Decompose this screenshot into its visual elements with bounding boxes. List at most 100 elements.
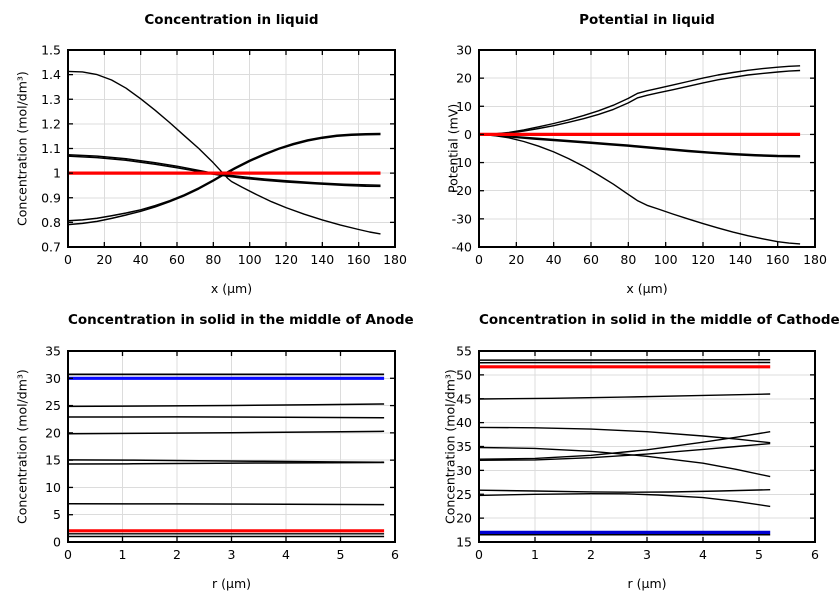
series-curve-4: [478, 133, 801, 245]
x-tick-label: 180: [803, 252, 827, 267]
x-tick-label: 20: [96, 252, 112, 267]
plot-potential-in-liquid: Potential in liquid Potential (mV) 0 20 40…: [420, 0, 840, 300]
x-tick-label: 0: [64, 252, 72, 267]
x-axis-label: x (µm): [626, 281, 668, 296]
plot-title: Potential in liquid: [579, 12, 715, 28]
series-curve-3: [67, 132, 381, 222]
series-curve-2: [478, 133, 801, 157]
y-tick-label: 0.9: [41, 190, 61, 205]
x-tick-label: 1: [531, 547, 539, 562]
x-tick-label: 60: [583, 252, 599, 267]
series-curve-2: [478, 393, 771, 400]
plot-title: Concentration in liquid: [144, 12, 319, 28]
x-tick-label: 40: [546, 252, 562, 267]
x-tick-label: 0: [64, 547, 72, 562]
x-tick-label: 3: [643, 547, 651, 562]
y-tick-label: 1.1: [41, 141, 61, 156]
y-tick-label: 1.4: [41, 67, 61, 82]
x-tick-label: 0: [475, 547, 483, 562]
y-tick-label: 25: [456, 487, 472, 502]
x-tick-label: 40: [133, 252, 149, 267]
y-tick-label: 15: [456, 535, 472, 550]
y-tick-label: 5: [53, 507, 61, 522]
x-tick-label: 0: [475, 252, 483, 267]
y-tick-label: 10: [45, 480, 61, 495]
series-curve-2: [67, 155, 381, 188]
series-curve-6: [478, 442, 771, 461]
series-curve-2: [67, 416, 385, 419]
series-curve-8: [478, 492, 771, 508]
plot-concentration-in-liquid: Concentration in liquid Concentration (m…: [0, 0, 420, 300]
y-tick-label: 50: [456, 367, 472, 382]
series-curve-3: [478, 133, 801, 158]
x-tick-label: 4: [699, 547, 707, 562]
y-tick-label: 30: [45, 371, 61, 386]
y-tick-label: -40: [452, 240, 472, 255]
x-tick-label: 2: [587, 547, 595, 562]
plot-concentration-solid-anode: Concentration in solid in the middle of …: [0, 300, 420, 600]
y-tick-label: 25: [45, 398, 61, 413]
y-tick-label: 0.7: [41, 240, 61, 255]
x-axis-label: x (µm): [210, 281, 253, 296]
series-curve-3: [67, 430, 385, 435]
x-tick-label: 6: [391, 547, 399, 562]
y-tick-label: 0: [464, 127, 472, 142]
y-tick-label: 10: [456, 99, 472, 114]
y-tick-label: 1.3: [41, 92, 61, 107]
axes-frame: [478, 49, 816, 248]
x-tick-label: 180: [383, 252, 407, 267]
y-tick-label: 45: [456, 391, 472, 406]
y-tick-label: 0: [53, 535, 61, 550]
y-tick-label: 55: [456, 344, 472, 359]
x-tick-label: 120: [274, 252, 298, 267]
x-tick-label: 160: [766, 252, 790, 267]
series-curve-1: [67, 153, 381, 186]
series-curve-1: [478, 69, 801, 136]
x-tick-label: 100: [238, 252, 262, 267]
y-tick-label: 20: [45, 425, 61, 440]
plot-canvas: 0 20 40 60 80 100 120 140 160 180 0.7 0.8 0.9 1 1.1 1.2…: [41, 43, 407, 268]
series-curve-7: [478, 489, 771, 493]
plot-title: Concentration in solid in the middle of …: [68, 312, 414, 328]
y-tick-label: 20: [456, 71, 472, 86]
series-curve-4: [478, 446, 771, 478]
y-tick-label: -30: [452, 211, 472, 226]
x-tick-label: 1: [119, 547, 127, 562]
x-tick-label: 60: [169, 252, 185, 267]
plot-concentration-solid-cathode: Concentration in solid in the middle of …: [420, 300, 840, 600]
x-axis-label: r (µm): [627, 576, 667, 591]
x-tick-label: 4: [282, 547, 290, 562]
x-tick-label: 20: [508, 252, 524, 267]
y-tick-label: 35: [456, 439, 472, 454]
y-tick-label: 0.8: [41, 215, 61, 230]
x-tick-label: 5: [337, 547, 345, 562]
series-curve-3: [478, 426, 771, 444]
x-tick-label: 160: [347, 252, 371, 267]
x-tick-label: 120: [691, 252, 715, 267]
x-tick-label: 80: [205, 252, 221, 267]
x-tick-label: 6: [811, 547, 819, 562]
plot-title: Concentration in solid in the middle of …: [479, 312, 840, 328]
series-curve-5: [67, 461, 385, 465]
y-tick-label: 30: [456, 463, 472, 478]
x-tick-label: 140: [310, 252, 334, 267]
y-tick-label: 35: [45, 344, 61, 359]
y-tick-label: 40: [456, 415, 472, 430]
x-tick-label: 80: [620, 252, 636, 267]
y-tick-label: 30: [456, 43, 472, 58]
x-tick-label: 5: [755, 547, 763, 562]
plot-canvas: 0 1 2 3 4 5 6 0 5 10 15 20 25 30 35: [45, 344, 399, 563]
y-tick-label: 20: [456, 511, 472, 526]
series-curve-0: [478, 65, 801, 136]
series-curve-5: [478, 431, 771, 460]
plot-canvas: 0 20 40 60 80 100 120 140 160 180 -40 -30 -20 -10 0 10 2…: [452, 43, 827, 268]
x-axis-label: r (µm): [212, 576, 251, 591]
y-tick-label: 1.5: [41, 43, 61, 58]
series-curve-1: [67, 403, 385, 408]
series-curve-0: [67, 70, 381, 235]
x-tick-label: 100: [654, 252, 678, 267]
y-tick-label: 15: [45, 453, 61, 468]
series-curve-6: [67, 503, 385, 506]
